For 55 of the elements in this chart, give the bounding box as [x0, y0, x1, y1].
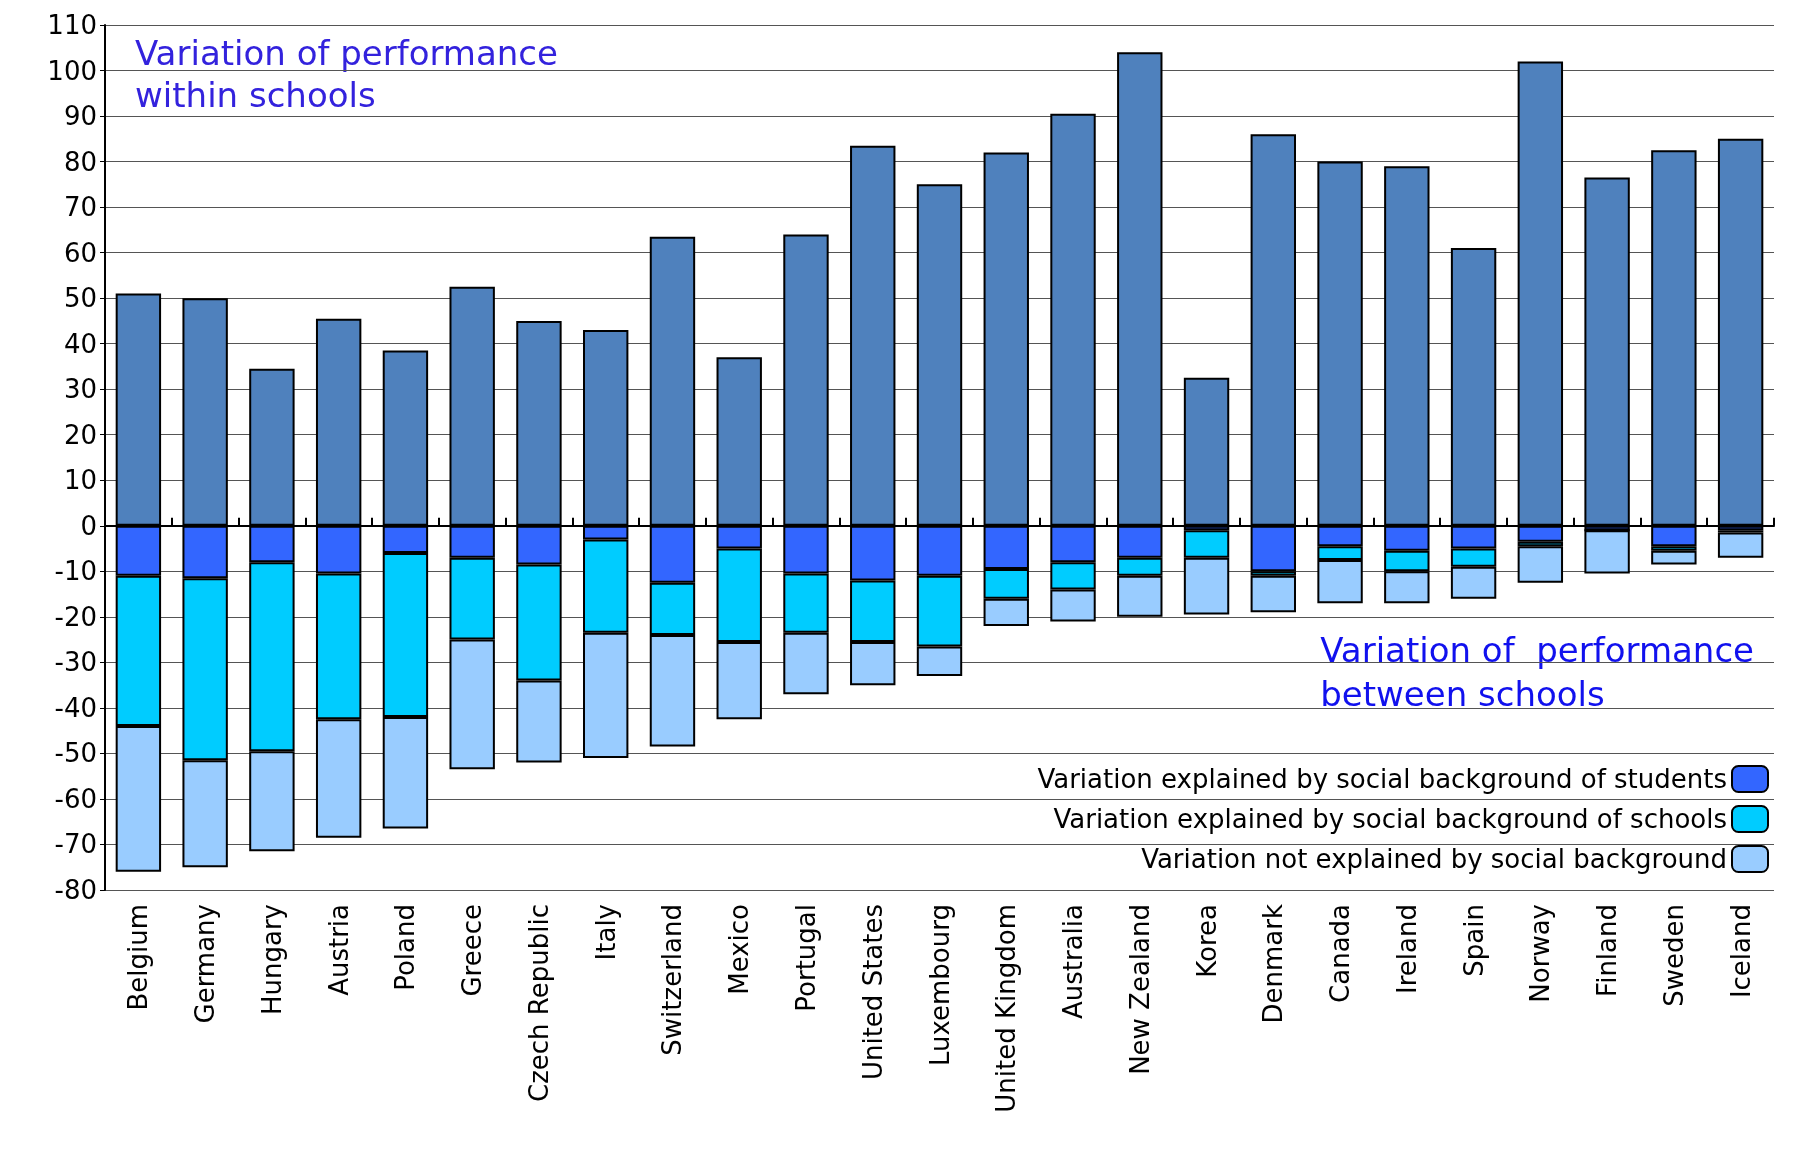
x-tick-label: Canada [1325, 904, 1356, 1003]
x-tick-label: Sweden [1658, 904, 1689, 1007]
x-tick-label: Finland [1592, 904, 1623, 997]
y-tick-label: 50 [63, 283, 97, 314]
y-tick-label: 0 [80, 510, 97, 541]
x-tick-label: Czech Republic [523, 904, 554, 1102]
y-tick-label: 30 [63, 374, 97, 405]
y-tick-label: -40 [54, 692, 97, 723]
x-tick-label: United Kingdom [991, 904, 1022, 1113]
legend-label: Variation not explained by social background [1141, 844, 1727, 874]
x-tick-label: Spain [1458, 904, 1489, 977]
y-tick-label: 40 [63, 328, 97, 359]
x-tick-label: Australia [1058, 904, 1089, 1020]
x-tick-label: Korea [1191, 904, 1222, 978]
y-tick-label: -80 [54, 875, 97, 905]
x-tick-label: Iceland [1725, 904, 1756, 999]
y-tick-label: 10 [63, 465, 97, 496]
y-tick-label: 70 [63, 192, 97, 223]
x-tick-label: Mexico [724, 904, 755, 995]
x-tick-label: Ireland [1391, 904, 1422, 994]
x-tick-label: Poland [390, 904, 421, 991]
y-tick-label: -10 [54, 556, 97, 587]
x-tick-label: Greece [457, 904, 488, 997]
y-tick-label: -60 [54, 783, 97, 814]
x-tick-label: Italy [590, 904, 621, 961]
y-tick-label: 110 [47, 10, 97, 40]
y-tick-label: 100 [47, 55, 97, 86]
x-tick-label: Norway [1525, 904, 1556, 1003]
y-tick-label: -20 [54, 601, 97, 632]
bar [1517, 546, 1564, 583]
x-tick-label: Germany [190, 904, 221, 1024]
x-tick-label: Portugal [790, 904, 821, 1012]
y-tick-label: -70 [54, 829, 97, 860]
x-tick-label: Austria [323, 904, 354, 996]
x-tick-label: United States [857, 904, 888, 1081]
x-tick-label: Hungary [256, 904, 287, 1016]
y-tick-label: 90 [63, 101, 97, 132]
y-tick-label: -30 [54, 647, 97, 678]
legend-label: Variation explained by social background of students [1037, 764, 1727, 794]
annotation: Variation of performance between schools [1320, 630, 1755, 714]
y-tick-label: 80 [63, 146, 97, 177]
x-tick-label: Luxembourg [924, 904, 955, 1067]
x-tick-label: New Zealand [1124, 904, 1155, 1075]
bar [1651, 550, 1697, 565]
bar [1250, 575, 1296, 613]
bar [1584, 530, 1630, 574]
y-tick-label: 60 [63, 237, 97, 268]
y-tick-label: -50 [54, 738, 97, 769]
legend-label: Variation explained by social background of schools [1053, 804, 1727, 834]
y-tick-label: 20 [63, 419, 97, 450]
x-tick-label: Belgium [123, 904, 154, 1011]
bar [1717, 532, 1764, 558]
x-tick-label: Switzerland [657, 904, 688, 1056]
x-tick-label: Denmark [1258, 904, 1289, 1024]
annotation: Variation of performance within schools [135, 33, 558, 115]
